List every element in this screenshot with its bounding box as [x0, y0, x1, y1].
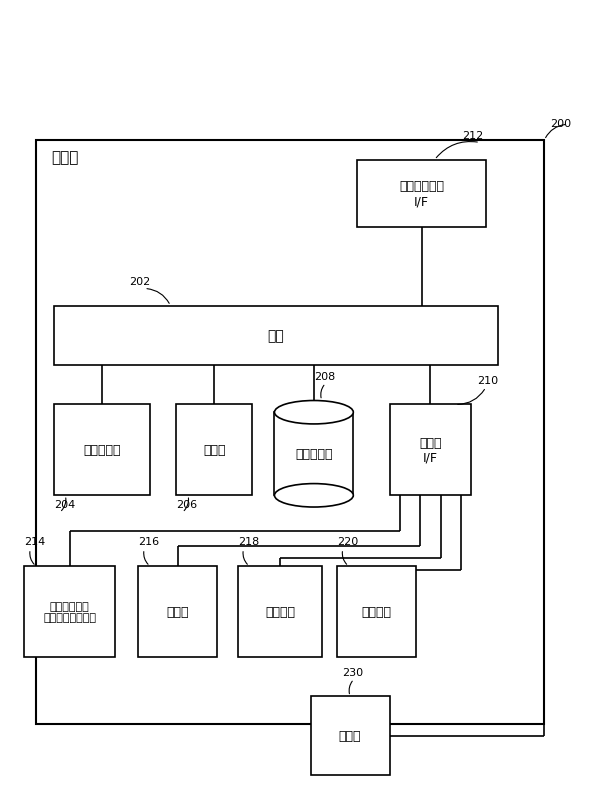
Text: マイク: マイク: [339, 730, 361, 743]
Bar: [358, 160, 486, 228]
Bar: [176, 405, 252, 496]
Text: メモリ: メモリ: [203, 444, 225, 457]
Text: 210: 210: [477, 375, 498, 385]
Ellipse shape: [274, 484, 353, 508]
Text: 釣り銀機: 釣り銀機: [265, 606, 295, 618]
Text: プリンタ: プリンタ: [361, 606, 392, 618]
Bar: [311, 697, 389, 776]
Text: バス: バス: [267, 329, 284, 343]
Text: ストレージ: ストレージ: [295, 448, 332, 460]
Bar: [25, 566, 115, 657]
Bar: [54, 306, 498, 366]
Text: 200: 200: [550, 119, 571, 129]
Ellipse shape: [274, 401, 353, 424]
Text: 入出力
I/F: 入出力 I/F: [419, 436, 442, 464]
Bar: [237, 566, 322, 657]
Text: 220: 220: [337, 537, 358, 547]
Text: 206: 206: [176, 500, 197, 509]
Bar: [138, 566, 217, 657]
Text: 208: 208: [314, 371, 335, 381]
Bar: [274, 413, 353, 496]
Text: 212: 212: [462, 131, 483, 141]
Bar: [337, 566, 416, 657]
Text: 214: 214: [25, 537, 45, 547]
Text: 216: 216: [138, 537, 160, 547]
Text: ドロア: ドロア: [167, 606, 189, 618]
Text: 204: 204: [54, 500, 75, 509]
Text: 218: 218: [237, 537, 259, 547]
Text: 計算機: 計算機: [51, 151, 78, 165]
Text: ネットワーク
I/F: ネットワーク I/F: [399, 180, 444, 208]
Bar: [54, 405, 150, 496]
Bar: [36, 141, 544, 724]
Bar: [389, 405, 471, 496]
Text: プロセッサ: プロセッサ: [83, 444, 121, 457]
Text: 230: 230: [342, 666, 364, 677]
Text: 202: 202: [130, 277, 151, 287]
Text: タッチパネル
ディスプレイ装置: タッチパネル ディスプレイ装置: [43, 601, 96, 622]
